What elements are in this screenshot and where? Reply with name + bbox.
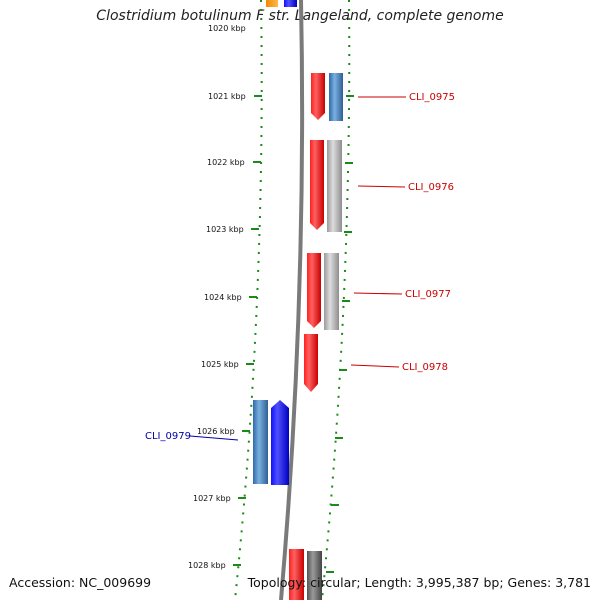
kbp-label: 1028 kbp — [188, 561, 226, 570]
gene-cli0979-arrow — [271, 400, 289, 485]
kbp-label: 1024 kbp — [204, 293, 242, 302]
leader-cli0977 — [353, 292, 403, 295]
dark-feature-bottom — [307, 551, 322, 600]
accession-text: Accession: NC_009699 — [9, 575, 152, 590]
gene-cli0978-arrow — [304, 334, 318, 392]
steel-feature-0979 — [253, 400, 268, 484]
leader-cli0978 — [350, 364, 400, 368]
outer-ticks — [326, 95, 354, 573]
kbp-label: 1026 kbp — [197, 427, 235, 436]
kbp-label: 1021 kbp — [208, 92, 246, 101]
gene-cli0976-arrow — [310, 140, 324, 230]
leader-cli0979 — [189, 435, 239, 441]
orange-feature-top — [266, 0, 278, 7]
kbp-ruler: 1021 kbp 1022 kbp 1023 kbp 1024 kbp 1025… — [188, 92, 262, 570]
kbp-label: 1025 kbp — [201, 360, 239, 369]
kbp-label: 1022 kbp — [207, 158, 245, 167]
genome-summary-text: Topology: circular; Length: 3,995,387 bp… — [247, 575, 591, 590]
gray-feature-0976 — [327, 140, 342, 232]
backbone-line — [279, 0, 305, 600]
gene-label-cli0978[interactable]: CLI_0978 — [402, 362, 448, 373]
gene-cli0977-arrow — [307, 253, 321, 328]
gray-feature-0977 — [324, 253, 339, 330]
gene-cli0975-arrow — [311, 73, 325, 120]
kbp-label-1020: 1020 kbp — [208, 24, 246, 33]
kbp-label: 1023 kbp — [206, 225, 244, 234]
gene-label-cli0975[interactable]: CLI_0975 — [409, 92, 455, 103]
kbp-label: 1027 kbp — [193, 494, 231, 503]
gene-label-cli0976[interactable]: CLI_0976 — [408, 182, 454, 193]
gene-label-cli0979[interactable]: CLI_0979 — [145, 431, 191, 442]
steel-feature-0975 — [329, 73, 343, 121]
red-feature-bottom — [289, 549, 304, 600]
blue-feature-top — [284, 0, 297, 7]
leader-cli0976 — [357, 185, 406, 188]
gene-label-cli0977[interactable]: CLI_0977 — [405, 289, 451, 300]
